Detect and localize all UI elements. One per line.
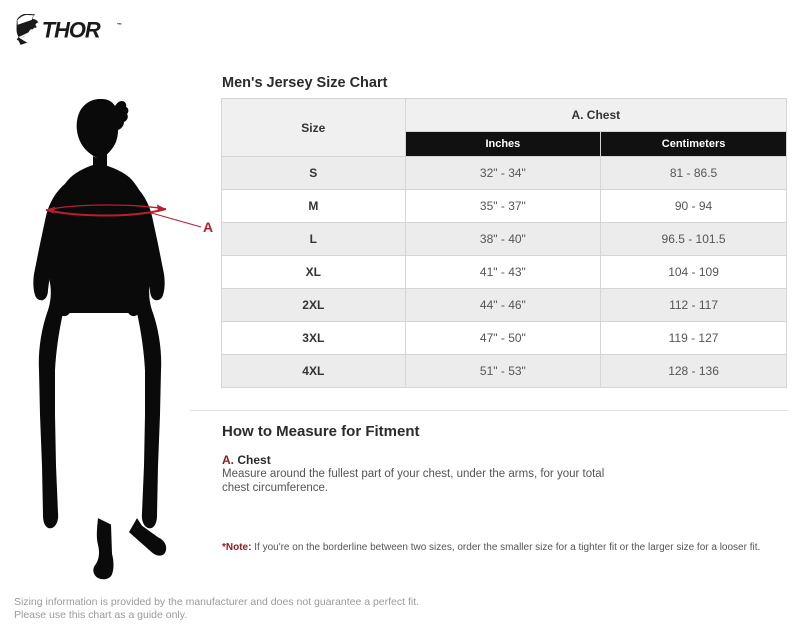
- svg-text:A: A: [203, 219, 213, 235]
